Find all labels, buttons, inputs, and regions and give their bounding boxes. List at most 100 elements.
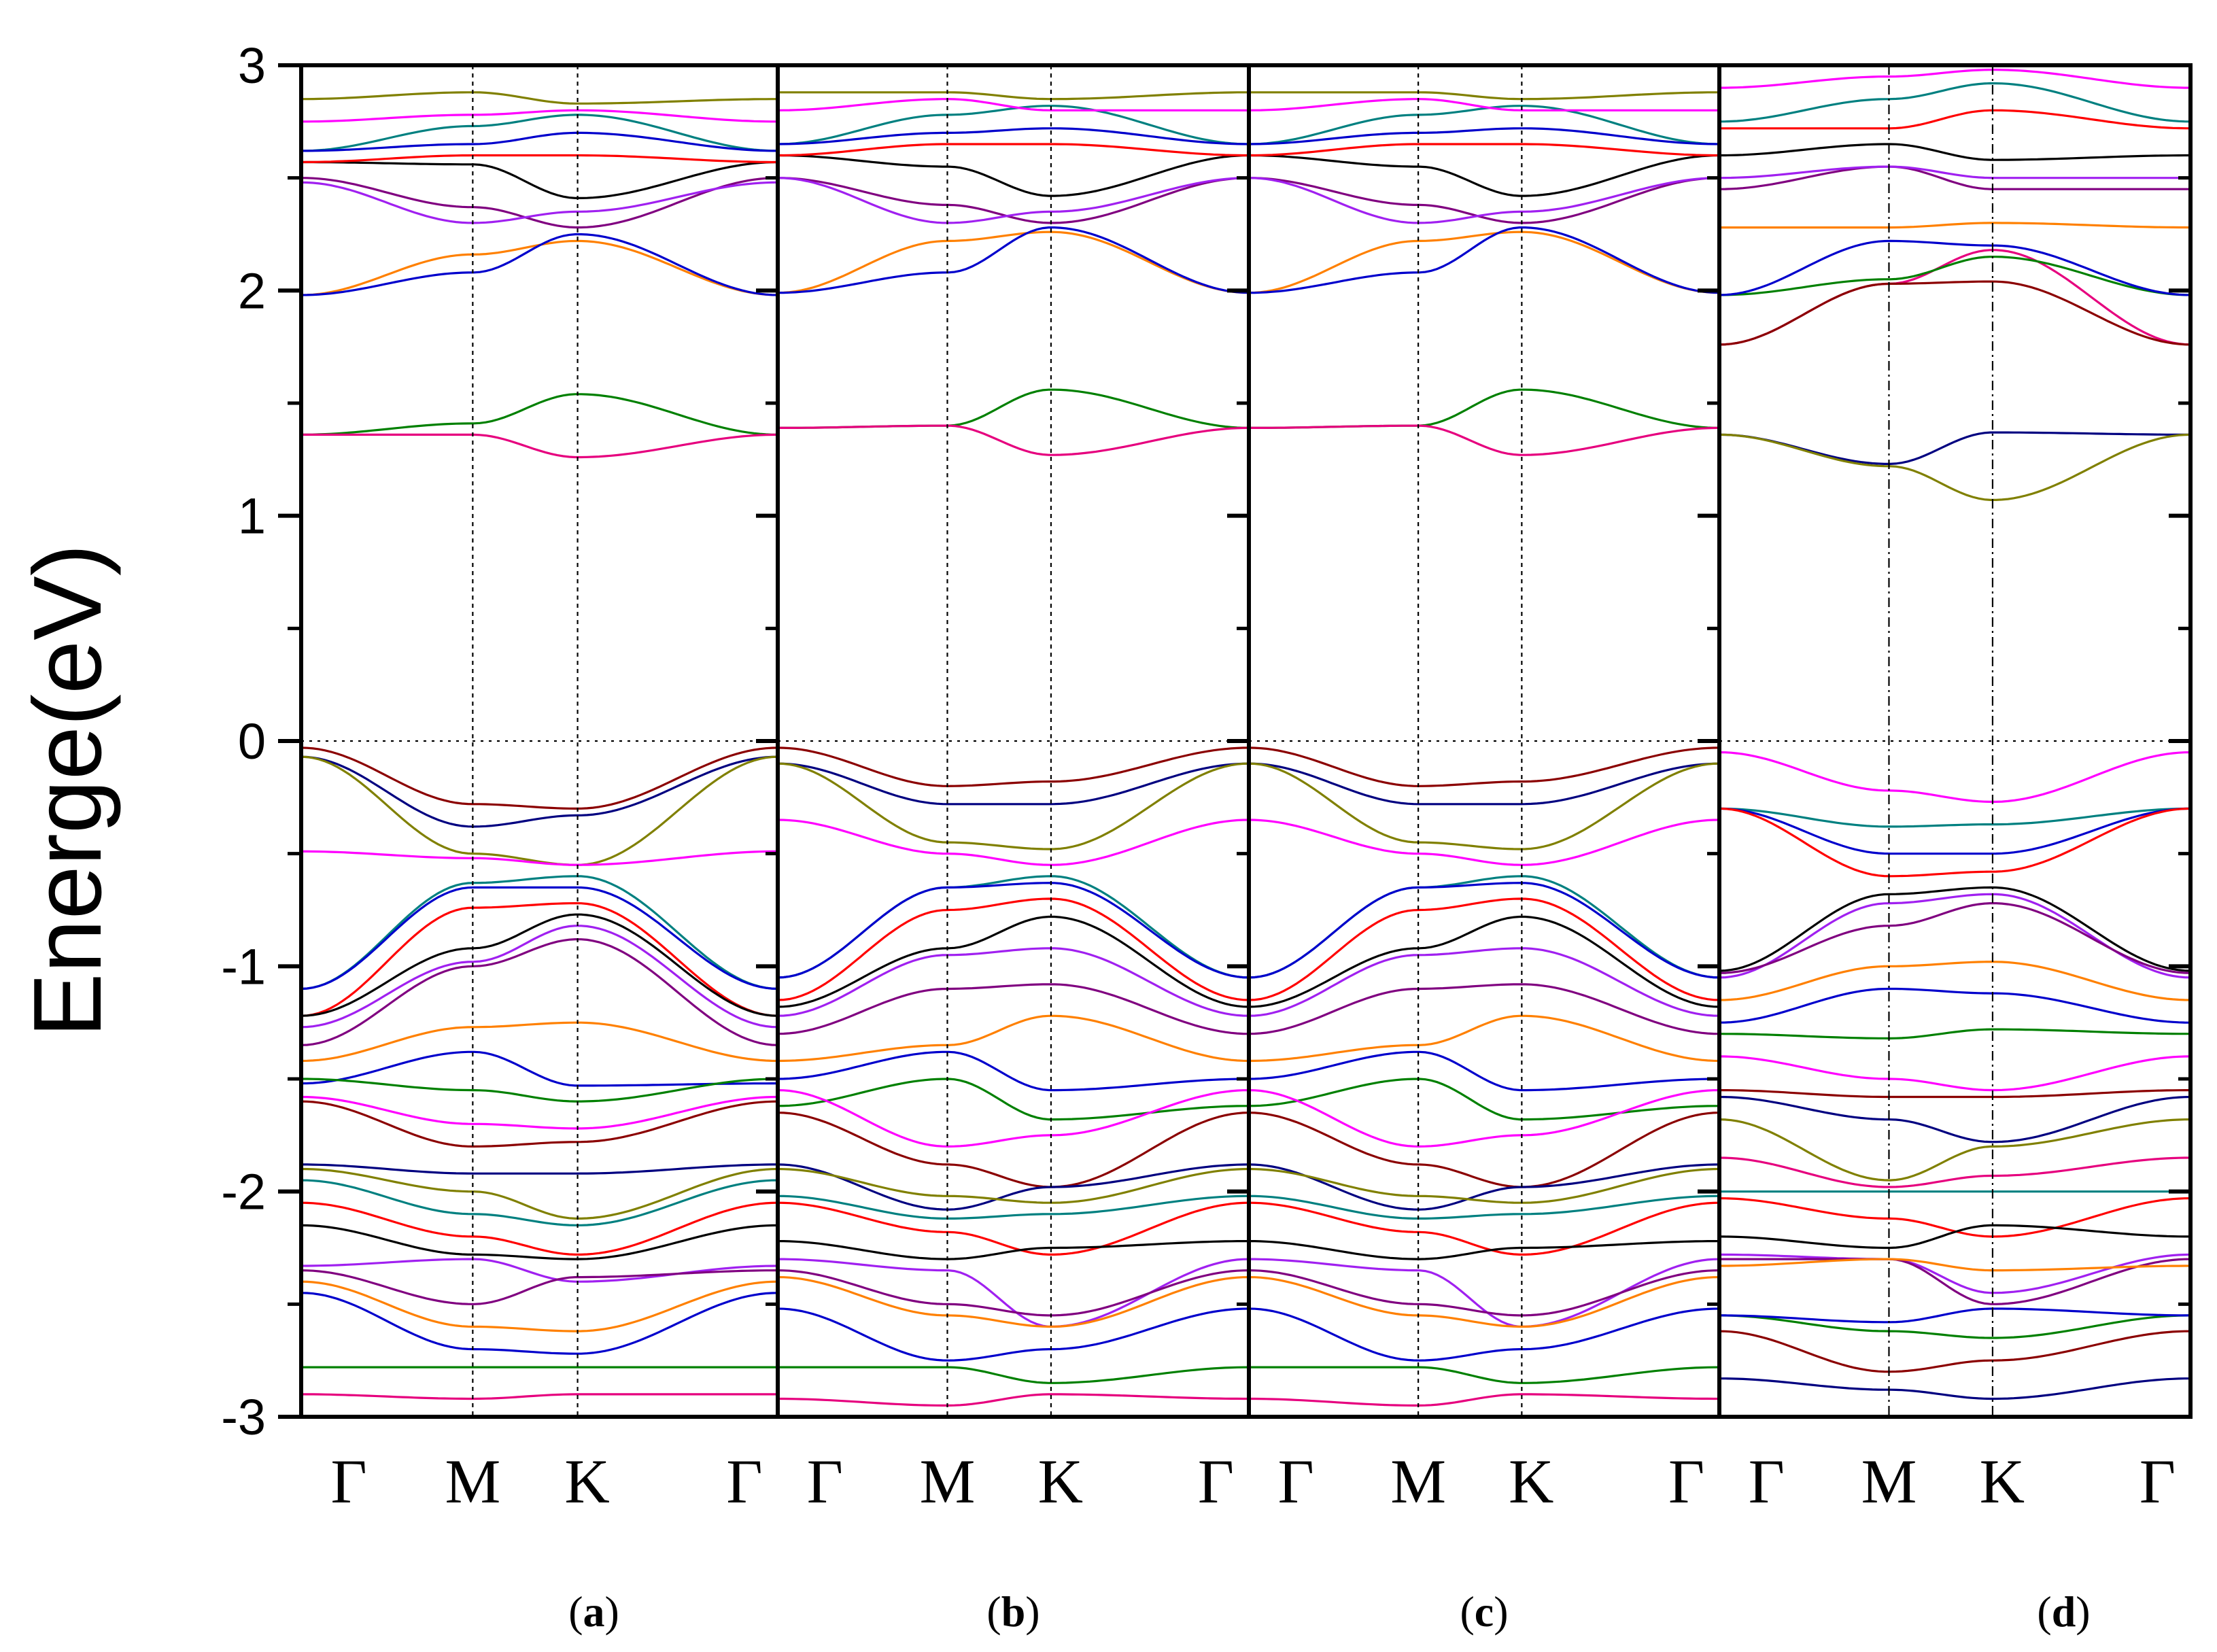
- band-line: [301, 154, 778, 164]
- band-line: [778, 1078, 1249, 1121]
- y-tick-label: 1: [238, 488, 266, 545]
- band-line: [1719, 1055, 2190, 1092]
- k-point-label: K: [1980, 1447, 2025, 1516]
- band-line: [778, 91, 1249, 101]
- band-line: [1249, 1112, 1719, 1188]
- panel-label: (d): [2037, 1587, 2090, 1636]
- band-line: [778, 915, 1249, 1008]
- band-line: [1249, 177, 1719, 224]
- band-line: [1719, 807, 2190, 828]
- band-line: [1249, 98, 1719, 111]
- band-line: [301, 1292, 778, 1355]
- band-line: [301, 1078, 778, 1103]
- band-line: [778, 897, 1249, 1001]
- band-line: [778, 1366, 1249, 1384]
- band-line: [1249, 1240, 1719, 1260]
- band-line: [1249, 819, 1719, 866]
- band-line: [1719, 143, 2190, 161]
- band-line: [778, 1163, 1249, 1211]
- band-line: [301, 913, 778, 1017]
- band-line: [1249, 1078, 1719, 1121]
- band-line: [1719, 165, 2190, 179]
- band-line: [1719, 1258, 2190, 1305]
- band-line: [778, 154, 1249, 197]
- band-line: [1249, 762, 1719, 806]
- band-line: [778, 1089, 1249, 1148]
- band-line: [301, 91, 778, 105]
- band-line: [778, 1014, 1249, 1063]
- band-line: [301, 886, 778, 991]
- band-line: [778, 424, 1249, 456]
- band-line: [1249, 1163, 1719, 1211]
- band-line: [301, 393, 778, 436]
- band-line: [1719, 165, 2190, 190]
- k-point-label: Γ: [726, 1447, 762, 1516]
- band-line: [1719, 1330, 2190, 1373]
- band-line: [301, 160, 778, 199]
- band-line: [301, 1224, 778, 1260]
- band-line: [1249, 882, 1719, 979]
- band-line: [778, 1112, 1249, 1188]
- band-line: [1719, 1118, 2190, 1182]
- band-line: [778, 177, 1249, 224]
- band-line: [778, 819, 1249, 866]
- panel-label: (b): [986, 1587, 1039, 1636]
- band-line: [778, 226, 1249, 294]
- band-line: [1249, 1276, 1719, 1328]
- band-line: [301, 1269, 778, 1305]
- band-line: [301, 755, 778, 828]
- band-line: [778, 983, 1249, 1035]
- band-line: [778, 1276, 1249, 1328]
- band-line: [778, 127, 1249, 145]
- band-line: [778, 762, 1249, 850]
- band-line: [1249, 154, 1719, 197]
- band-line: [1719, 1028, 2190, 1040]
- band-line: [301, 1050, 778, 1087]
- band-line: [1719, 69, 2190, 89]
- k-point-label: Γ: [2139, 1447, 2176, 1516]
- band-line: [301, 925, 778, 1029]
- band-line: [778, 143, 1249, 157]
- panel-b-bands: [778, 91, 1249, 1407]
- band-line: [301, 109, 778, 123]
- band-line: [1719, 886, 2190, 972]
- panel-label: (a): [568, 1587, 619, 1636]
- band-line: [1249, 424, 1719, 456]
- panel-d-bands: [1719, 69, 2190, 1400]
- band-line: [1719, 1314, 2190, 1339]
- band-line: [301, 937, 778, 1046]
- band-line: [1249, 1307, 1719, 1362]
- band-line: [778, 762, 1249, 806]
- band-line: [1719, 431, 2190, 465]
- k-point-label: M: [1390, 1447, 1446, 1516]
- k-point-label: K: [564, 1447, 609, 1516]
- panel-label: (c): [1460, 1587, 1508, 1636]
- band-line: [1719, 893, 2190, 979]
- k-point-label: Γ: [331, 1447, 367, 1516]
- band-line: [1249, 105, 1719, 145]
- band-line: [1719, 239, 2190, 296]
- band-line: [778, 177, 1249, 224]
- band-line: [1719, 222, 2190, 229]
- band-line: [301, 181, 778, 224]
- band-line: [1719, 1307, 2190, 1324]
- band-line: [1719, 1253, 2190, 1294]
- band-line: [1249, 127, 1719, 145]
- band-line: [1719, 751, 2190, 803]
- band-line: [1249, 1167, 1719, 1204]
- band-line: [301, 177, 778, 229]
- band-line: [778, 1269, 1249, 1317]
- band-line: [778, 1393, 1249, 1407]
- k-point-label: M: [445, 1447, 500, 1516]
- band-line: [1249, 1366, 1719, 1384]
- band-line: [1249, 983, 1719, 1035]
- band-line: [778, 882, 1249, 979]
- band-line: [778, 1194, 1249, 1220]
- k-point-label: M: [920, 1447, 976, 1516]
- band-line: [1249, 1258, 1719, 1328]
- band-line: [778, 230, 1249, 294]
- k-point-label: Γ: [1198, 1447, 1234, 1516]
- band-line: [1249, 762, 1719, 850]
- band-line: [1249, 1393, 1719, 1407]
